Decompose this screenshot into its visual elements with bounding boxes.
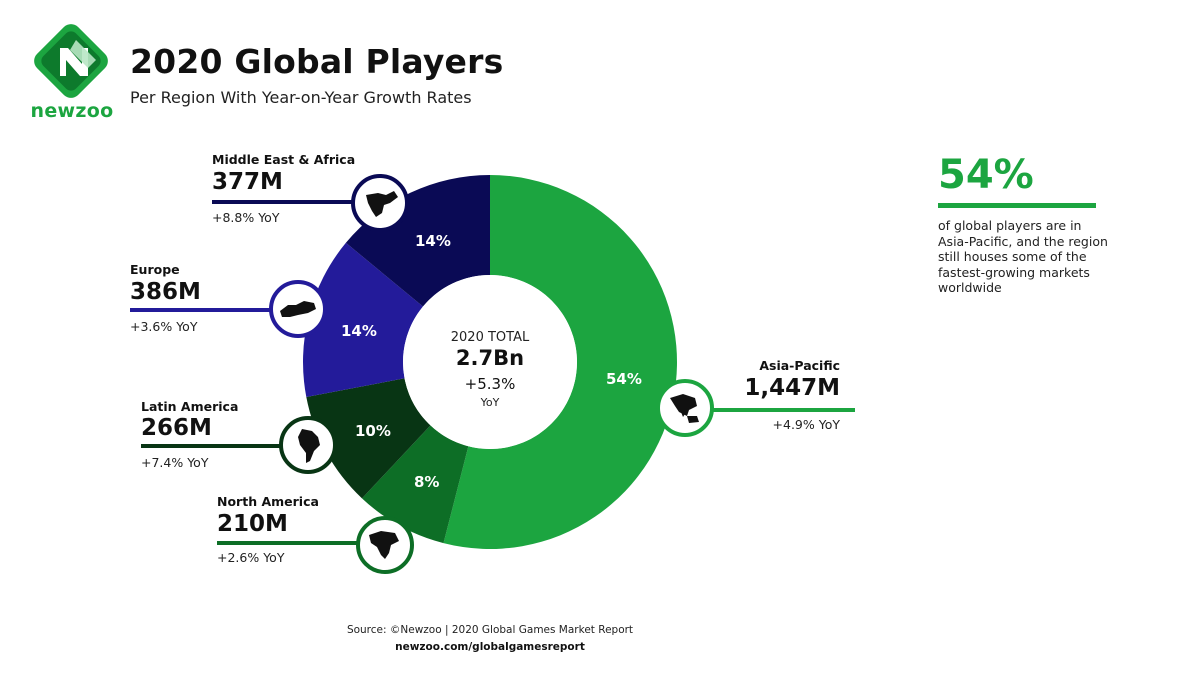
center-growth-value: +5.3% (464, 375, 516, 393)
region-value-north-america: 210M (217, 511, 288, 537)
region-name-north-america: North America (217, 494, 319, 509)
region-yoy-asia-pacific: +4.9% YoY (772, 417, 840, 432)
region-value-europe: 386M (130, 279, 201, 305)
slice-pct-latin-america: 10% (355, 422, 391, 440)
asia-pacific-map-icon (670, 394, 699, 423)
center-growth-unit: YoY (480, 396, 500, 409)
slice-pct-asia-pacific: 54% (606, 370, 642, 388)
source-note: Source: ©Newzoo | 2020 Global Games Mark… (346, 624, 634, 636)
region-name-middle-east-africa: Middle East & Africa (212, 152, 356, 167)
slice-europe (303, 242, 423, 398)
region-value-asia-pacific: 1,447M (744, 375, 840, 401)
page-subtitle: Per Region With Year-on-Year Growth Rate… (130, 88, 472, 107)
region-yoy-middle-east-africa: +8.8% YoY (212, 210, 280, 225)
slice-pct-middle-east-africa: 14% (415, 232, 451, 250)
region-yoy-north-america: +2.6% YoY (217, 550, 285, 565)
highlight-underline (938, 203, 1096, 208)
region-name-asia-pacific: Asia-Pacific (759, 358, 840, 373)
logo-text: newzoo (30, 100, 114, 122)
slice-asia-pacific (443, 175, 678, 549)
north-america-map-icon (369, 531, 399, 559)
slice-pct-europe: 14% (341, 322, 377, 340)
highlight-text: of global players are in Asia-Pacific, a… (938, 218, 1108, 295)
center-total-value: 2.7Bn (455, 346, 525, 370)
slice-pct-north-america: 8% (414, 473, 440, 491)
slice-latin-america (306, 378, 431, 499)
page-title: 2020 Global Players (130, 42, 504, 81)
center-total-label: 2020 TOTAL (450, 330, 530, 345)
region-name-europe: Europe (130, 262, 180, 277)
donut-hole (403, 275, 577, 449)
report-link[interactable]: newzoo.com/globalgamesreport (395, 641, 585, 653)
region-yoy-europe: +3.6% YoY (130, 319, 198, 334)
region-name-latin-america: Latin America (141, 399, 239, 414)
middle-east-africa-map-icon (366, 191, 398, 217)
region-value-middle-east-africa: 377M (212, 169, 283, 195)
region-yoy-latin-america: +7.4% YoY (141, 455, 209, 470)
highlight-value: 54% (938, 152, 1034, 198)
newzoo-logo (30, 24, 114, 124)
region-value-latin-america: 266M (141, 415, 212, 441)
europe-map-icon (280, 301, 316, 317)
newzoo-logo-icon (34, 24, 108, 98)
latin-america-map-icon (298, 429, 320, 463)
slice-north-america (361, 425, 469, 544)
slice-middle-east-africa (345, 175, 490, 307)
